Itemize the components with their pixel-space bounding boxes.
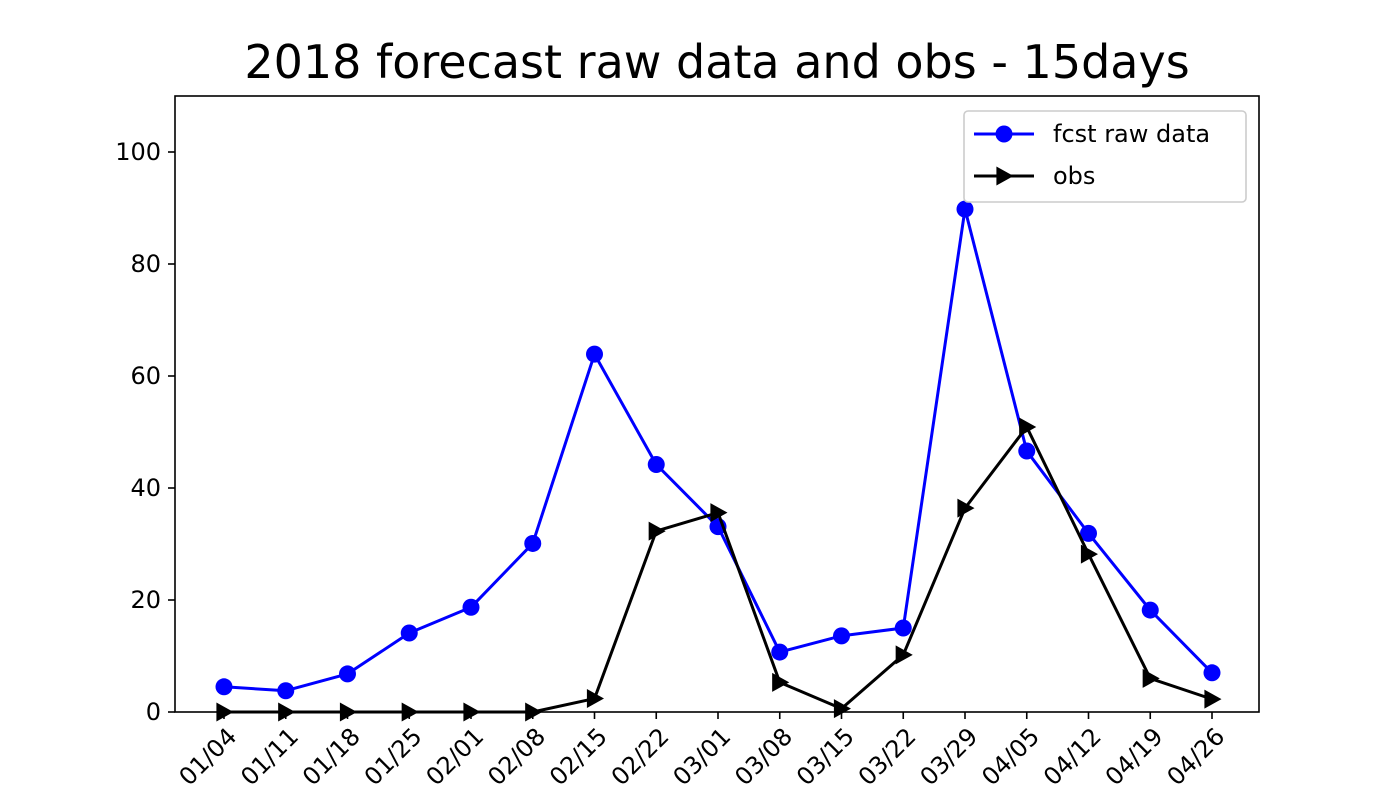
x-tick-label: 02/15 (544, 722, 613, 791)
legend: fcst raw data obs (963, 110, 1247, 203)
data-point (648, 521, 666, 541)
data-point (1142, 668, 1160, 688)
data-point (1204, 689, 1222, 709)
data-point (1141, 601, 1159, 619)
data-point (956, 200, 974, 218)
y-tick-label: 80 (130, 250, 161, 278)
data-point (1018, 442, 1036, 460)
data-point (1203, 664, 1221, 682)
data-point (339, 702, 357, 722)
data-point (895, 645, 913, 665)
y-tick-label: 0 (146, 698, 161, 726)
x-tick-label: 04/19 (1100, 722, 1169, 791)
series-line (223, 207, 1214, 693)
data-point (586, 345, 603, 363)
x-tick-label: 04/12 (1038, 722, 1107, 791)
x-tick-label: 04/26 (1162, 722, 1231, 791)
x-tick-label: 03/22 (853, 722, 922, 791)
data-point (833, 699, 851, 719)
x-tick-label: 02/08 (482, 722, 551, 791)
legend-marker (996, 166, 1014, 186)
x-tick-label: 03/15 (791, 722, 860, 791)
x-tick-label: 04/05 (976, 722, 1045, 791)
data-point (772, 672, 790, 692)
x-tick-label: 03/08 (729, 722, 798, 791)
y-tick-label: 20 (130, 586, 161, 614)
data-point (1019, 417, 1037, 437)
data-point (1080, 524, 1097, 542)
data-point (401, 702, 419, 722)
x-tick-label: 01/11 (235, 722, 304, 791)
x-tick-label: 02/01 (421, 722, 490, 791)
data-point (339, 665, 356, 683)
data-point (957, 498, 975, 518)
data-point (833, 627, 850, 645)
data-point (771, 643, 789, 661)
y-tick-label: 40 (130, 474, 161, 502)
data-point (647, 455, 665, 473)
data-point (525, 702, 543, 722)
data-point (216, 702, 234, 722)
data-point (463, 702, 481, 722)
data-point (894, 619, 912, 637)
data-point (586, 689, 604, 709)
x-tick-label: 01/25 (359, 722, 428, 791)
series-0 (215, 200, 1221, 700)
data-point (710, 503, 728, 523)
legend-entry-1: obs (974, 162, 1095, 190)
data-point (1080, 544, 1098, 564)
legend-box (963, 110, 1247, 203)
x-tick-label: 02/22 (606, 722, 675, 791)
data-point (215, 678, 233, 696)
x-tick-label: 01/04 (174, 722, 243, 791)
data-point (400, 624, 418, 642)
chart-title: 2018 forecast raw data and obs - 15days (244, 35, 1189, 89)
y-tick-label: 60 (130, 362, 161, 390)
data-point (524, 534, 542, 552)
x-tick-label: 03/29 (915, 722, 984, 791)
x-tick-label: 01/18 (297, 722, 366, 791)
legend-entry-0: fcst raw data (974, 120, 1210, 148)
data-point (462, 598, 480, 616)
legend-label: fcst raw data (1053, 120, 1210, 148)
data-point (278, 702, 296, 722)
legend-marker (995, 125, 1013, 143)
data-point (277, 682, 295, 700)
x-tick-label: 03/01 (668, 722, 737, 791)
series-1 (216, 417, 1222, 722)
legend-label: obs (1053, 162, 1095, 190)
y-tick-label: 100 (115, 138, 161, 166)
series-line (224, 425, 1213, 714)
axes-frame (174, 95, 1260, 713)
